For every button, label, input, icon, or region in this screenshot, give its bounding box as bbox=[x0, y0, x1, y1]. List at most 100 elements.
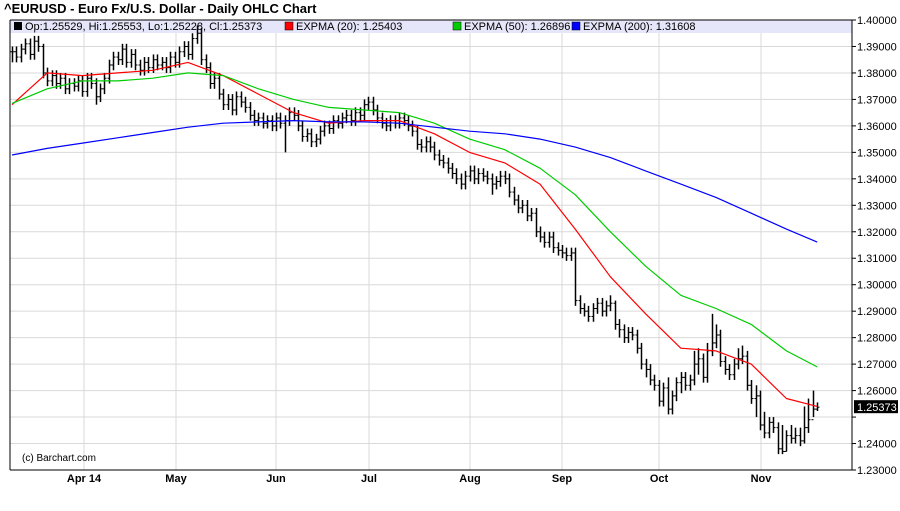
ohlc-bar bbox=[208, 62, 213, 89]
ohlc-bar bbox=[331, 115, 336, 134]
y-tick-label: 1.35000 bbox=[857, 147, 897, 159]
ohlc-bar bbox=[155, 54, 160, 71]
ohlc-bar bbox=[525, 200, 530, 222]
ohlc-bar bbox=[186, 41, 191, 60]
ohlc-bar bbox=[85, 72, 90, 97]
axes: 1.40000 1.39000 1.38000 1.37000 1.36000 1.350… bbox=[9, 15, 897, 485]
ohlc-bars bbox=[10, 25, 820, 455]
ohlc-bar bbox=[230, 94, 235, 116]
x-tick-label: Apr 14 bbox=[67, 473, 102, 485]
ohlc-bar bbox=[494, 176, 499, 190]
ohlc-bar bbox=[124, 43, 129, 68]
ohlc-bar bbox=[630, 327, 635, 341]
ohlc-bar bbox=[309, 128, 314, 148]
ohlc-bar bbox=[666, 377, 671, 415]
ohlc-bar bbox=[239, 91, 244, 108]
ohlc-bar bbox=[718, 329, 723, 367]
ohlc-bar bbox=[72, 78, 77, 92]
ohlc-bar bbox=[129, 49, 134, 68]
ohlc-bar bbox=[723, 356, 728, 375]
legend-ema50-swatch bbox=[452, 21, 462, 31]
ohlc-bar bbox=[622, 324, 627, 343]
ohlc-bar bbox=[780, 425, 785, 455]
legend: Op:1.25529, Hi:1.25553, Lo:1.25228, Cl:1… bbox=[14, 21, 696, 33]
ema-lines bbox=[11, 61, 818, 407]
x-tick-label: Nov bbox=[751, 473, 773, 485]
ohlc-bar bbox=[36, 35, 41, 52]
ohlc-bar bbox=[437, 149, 442, 166]
ohlc-bar bbox=[463, 170, 468, 190]
ohlc-bar bbox=[626, 327, 631, 343]
ohlc-bar bbox=[569, 247, 574, 261]
ohlc-bar bbox=[635, 329, 640, 354]
ohlc-bar bbox=[384, 117, 389, 132]
ohlc-bar bbox=[481, 168, 486, 182]
ohlc-bar bbox=[28, 38, 33, 60]
ohlc-bar bbox=[591, 303, 596, 322]
y-tick-label: 1.30000 bbox=[857, 280, 897, 292]
legend-ema200-swatch bbox=[571, 21, 581, 31]
ohlc-bar bbox=[45, 67, 50, 87]
ohlc-bar bbox=[234, 91, 239, 116]
ohlc-bar bbox=[644, 358, 649, 378]
ohlc-bar bbox=[582, 303, 587, 317]
ohlc-bar bbox=[793, 427, 798, 444]
ohlc-bar bbox=[674, 377, 679, 402]
ohlc-bar bbox=[516, 194, 521, 214]
ema-line-200 bbox=[11, 119, 818, 243]
ohlc-bar bbox=[705, 342, 710, 383]
y-tick-label: 1.26000 bbox=[857, 386, 897, 398]
x-tick-label: May bbox=[165, 473, 187, 485]
ema-line-20 bbox=[11, 61, 818, 407]
y-tick-label: 1.33000 bbox=[857, 200, 897, 212]
ohlc-bar bbox=[190, 33, 195, 60]
ohlc-bar bbox=[520, 200, 525, 214]
ohlc-bar bbox=[138, 59, 143, 76]
legend-band bbox=[10, 20, 852, 33]
legend-ohlc: Op:1.25529, Hi:1.25553, Lo:1.25228, Cl:1… bbox=[25, 21, 262, 33]
ohlc-bar bbox=[424, 136, 429, 153]
ohlc-bar bbox=[727, 364, 732, 380]
ohlc-bar bbox=[578, 295, 583, 314]
ohlc-bar bbox=[745, 350, 750, 391]
ohlc-bar bbox=[349, 110, 354, 126]
ohlc-bar bbox=[243, 96, 248, 113]
copyright: (c) Barchart.com bbox=[22, 453, 96, 464]
ohlc-bar bbox=[617, 319, 622, 338]
ohlc-bar bbox=[248, 102, 253, 121]
ohlc-bar bbox=[164, 57, 169, 73]
ohlc-bar bbox=[419, 139, 424, 153]
y-tick-label: 1.29000 bbox=[857, 306, 897, 318]
ohlc-bar bbox=[732, 358, 737, 380]
ohlc-bar bbox=[441, 155, 446, 169]
ohlc-bar bbox=[182, 41, 187, 58]
ohlc-bar bbox=[450, 162, 455, 179]
y-tick-label: 1.36000 bbox=[857, 121, 897, 133]
ohlc-bar bbox=[749, 380, 754, 404]
ohlc-bar bbox=[300, 120, 305, 142]
ohlc-bar bbox=[98, 83, 103, 103]
y-tick-label: 1.38000 bbox=[857, 68, 897, 80]
ohlc-bar bbox=[534, 207, 539, 238]
ohlc-bar bbox=[199, 27, 204, 65]
ohlc-bar bbox=[798, 427, 803, 447]
last-price-box bbox=[854, 400, 898, 414]
ohlc-bar bbox=[393, 115, 398, 129]
ohlc-bar bbox=[41, 43, 46, 79]
y-tick-label: 1.24000 bbox=[857, 439, 897, 451]
ohlc-bar bbox=[560, 245, 565, 259]
ohlc-bar bbox=[353, 107, 358, 126]
ohlc-bar bbox=[696, 348, 701, 375]
ohlc-bar bbox=[714, 324, 719, 349]
ohlc-bar bbox=[811, 390, 816, 421]
y-tick-label: 1.28000 bbox=[857, 333, 897, 345]
ohlc-bar bbox=[701, 353, 706, 383]
y-tick-label: 1.27000 bbox=[857, 359, 897, 371]
legend-ema20-swatch bbox=[284, 21, 294, 31]
ohlc-bar bbox=[76, 75, 81, 92]
ohlc-bar bbox=[102, 72, 107, 95]
ohlc-bar bbox=[529, 207, 534, 222]
legend-ema20: EXPMA (20): 1.25403 bbox=[296, 21, 402, 33]
ohlc-bar bbox=[63, 72, 68, 95]
